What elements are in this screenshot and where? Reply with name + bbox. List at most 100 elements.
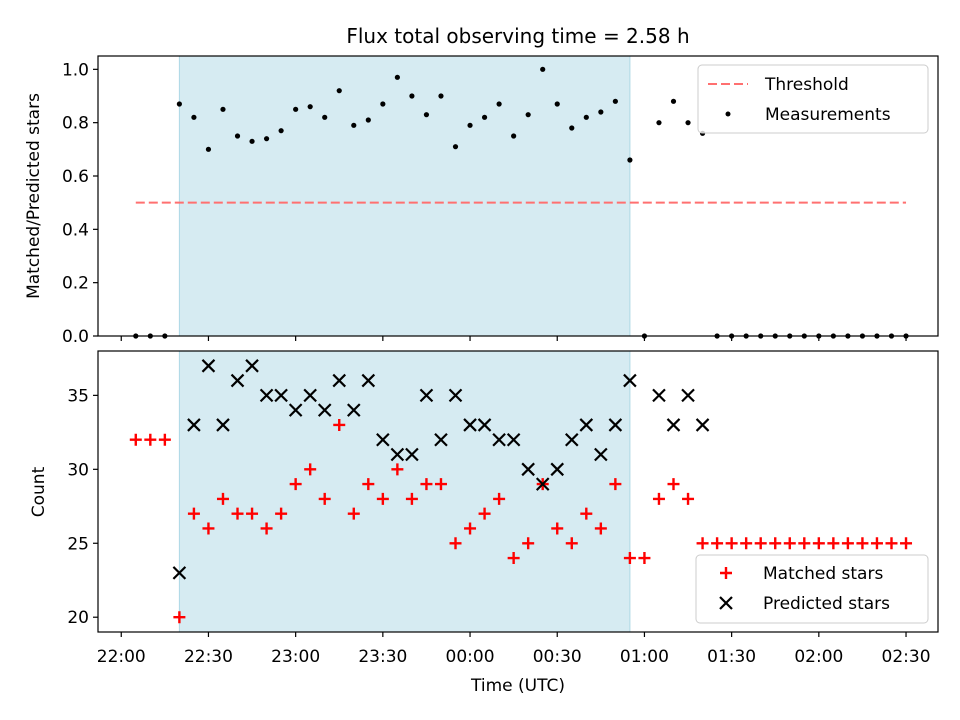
y-tick-label: 0.0 xyxy=(62,327,89,347)
matched-star-point xyxy=(260,522,273,535)
legend-matched-label: Matched stars xyxy=(763,564,883,584)
predicted-star-point xyxy=(579,418,594,432)
matched-star-point xyxy=(347,507,360,520)
predicted-star-point xyxy=(419,388,434,403)
predicted-star-point xyxy=(259,388,274,403)
x-tick-label: 23:30 xyxy=(358,647,407,667)
predicted-star-point xyxy=(594,447,608,462)
matched-star-point xyxy=(420,478,433,491)
y-tick-label: 1.0 xyxy=(62,60,89,80)
matched-star-point xyxy=(507,552,520,565)
measurement-point xyxy=(365,117,371,123)
matched-star-point xyxy=(173,611,186,624)
predicted-star-point xyxy=(317,403,332,417)
predicted-star-point xyxy=(347,403,361,417)
matched-star-point xyxy=(289,478,302,491)
top-panel: 0.0 0.2 0.4 0.6 0.8 1.0 Matched/Predicted sta… xyxy=(24,55,939,347)
matched-star-point xyxy=(870,537,883,550)
measurement-point xyxy=(263,136,270,142)
chart-title: Flux total observing time = 2.58 h xyxy=(346,24,689,48)
predicted-star-point xyxy=(550,462,565,477)
predicted-star-point xyxy=(652,388,666,403)
matched-star-point xyxy=(493,492,506,505)
predicted-star-point xyxy=(332,373,347,388)
matched-star-point xyxy=(754,537,767,550)
top-x-ticks xyxy=(120,336,907,341)
legend-threshold-label: Threshold xyxy=(764,75,849,95)
matched-star-point xyxy=(609,478,622,491)
matched-star-point xyxy=(318,492,331,505)
measurement-point xyxy=(409,93,415,99)
predicted-star-point xyxy=(201,359,216,373)
matched-star-point xyxy=(696,537,709,550)
measurement-point xyxy=(540,66,546,72)
matched-star-point xyxy=(376,492,389,505)
predicted-star-point xyxy=(463,418,477,432)
bottom-legend: Matched stars Predicted stars xyxy=(695,554,929,624)
measurement-point xyxy=(525,112,531,118)
measurement-point xyxy=(351,122,357,128)
measurement-point xyxy=(380,101,386,107)
bottom-y-ticks: 20 25 30 35 xyxy=(67,386,98,628)
measurement-point xyxy=(336,88,342,94)
legend-predicted-label: Predicted stars xyxy=(763,594,890,614)
predicted-star-point xyxy=(492,432,506,447)
measurement-point xyxy=(496,101,502,107)
predicted-star-point xyxy=(623,373,637,388)
predicted-stars-points xyxy=(172,359,710,580)
measurement-point xyxy=(670,98,677,104)
bottom-y-axis-label: Count xyxy=(29,466,49,517)
matched-star-point xyxy=(740,537,753,550)
measurement-point xyxy=(598,109,604,115)
x-tick-label: 22:30 xyxy=(184,647,233,667)
matched-star-point xyxy=(769,537,782,550)
measurement-point xyxy=(481,114,488,120)
top-y-axis-label: Matched/Predicted stars xyxy=(24,93,44,299)
matched-star-point xyxy=(565,537,578,550)
predicted-star-point xyxy=(477,418,492,432)
top-observing-interval-shade xyxy=(178,55,631,337)
matched-star-point xyxy=(464,522,477,535)
bottom-observing-interval-shade xyxy=(178,350,631,633)
x-tick-label: 02:00 xyxy=(794,647,843,667)
matched-star-point xyxy=(202,522,215,535)
measurement-point xyxy=(627,157,633,163)
predicted-star-point xyxy=(274,388,288,403)
legend-predicted-swatch xyxy=(719,596,733,610)
measurement-point xyxy=(249,138,255,144)
predicted-star-point xyxy=(434,432,448,447)
predicted-star-point xyxy=(681,388,695,403)
predicted-star-point xyxy=(245,359,259,373)
matched-star-point xyxy=(187,507,200,520)
matched-star-point xyxy=(623,552,636,565)
predicted-star-point xyxy=(187,418,201,432)
predicted-star-point xyxy=(390,447,405,462)
y-tick-label: 0.2 xyxy=(62,274,89,294)
matched-star-point xyxy=(900,537,913,550)
y-tick-label: 35 xyxy=(67,386,89,406)
matched-star-point xyxy=(391,463,404,476)
predicted-star-point xyxy=(405,447,419,462)
measurement-point xyxy=(554,101,560,107)
matched-star-point xyxy=(885,537,898,550)
bottom-x-ticks: 22:00 22:30 23:00 23:30 00:00 00:30 01:00 01:30… xyxy=(97,632,931,667)
measurement-point xyxy=(293,106,299,112)
matched-star-point xyxy=(246,507,259,520)
measurement-point xyxy=(423,112,430,118)
matched-star-point xyxy=(841,537,854,550)
x-axis-label: Time (UTC) xyxy=(470,676,565,696)
matched-star-point xyxy=(682,492,695,505)
matched-star-point xyxy=(580,507,593,520)
measurement-point xyxy=(612,98,618,104)
predicted-star-point xyxy=(448,388,463,403)
top-y-ticks: 0.0 0.2 0.4 0.6 0.8 1.0 xyxy=(62,60,98,347)
measurement-point xyxy=(583,114,589,120)
predicted-star-point xyxy=(506,432,521,447)
x-tick-label: 01:00 xyxy=(620,647,669,667)
top-plot-frame xyxy=(97,55,939,337)
matched-star-point xyxy=(856,537,869,550)
x-tick-label: 02:30 xyxy=(882,647,931,667)
matched-star-point xyxy=(216,492,229,505)
measurement-point xyxy=(511,133,517,139)
predicted-star-point xyxy=(521,462,535,477)
